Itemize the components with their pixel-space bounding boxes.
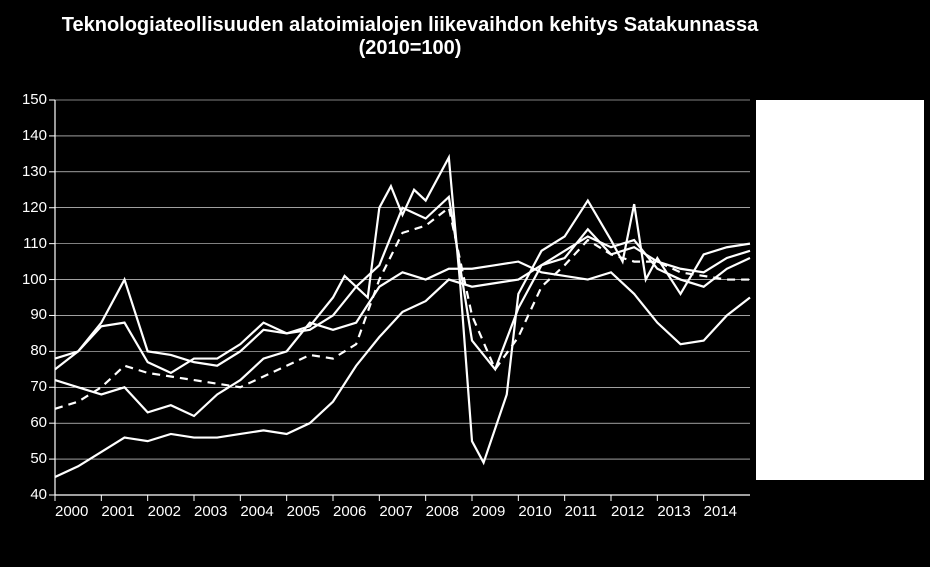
x-tick-label: 2010 — [518, 503, 551, 520]
chart-container: Teknologiateollisuuden alatoimialojen li… — [0, 0, 930, 567]
x-tick-label: 2011 — [565, 503, 597, 520]
y-tick-label: 50 — [30, 450, 47, 467]
x-tick-label: 2009 — [472, 503, 505, 520]
y-tick-label: 100 — [22, 271, 47, 288]
x-tick-label: 2012 — [611, 503, 644, 520]
y-tick-label: 40 — [30, 486, 47, 503]
y-tick-label: 150 — [22, 91, 47, 108]
y-tick-label: 70 — [30, 378, 47, 395]
y-tick-label: 60 — [30, 414, 47, 431]
x-tick-label: 2002 — [148, 503, 181, 520]
y-tick-label: 130 — [22, 163, 47, 180]
y-tick-label: 140 — [22, 127, 47, 144]
plot-area — [0, 0, 930, 567]
y-tick-label: 120 — [22, 199, 47, 216]
x-tick-label: 2005 — [287, 503, 320, 520]
y-tick-label: 110 — [23, 235, 47, 252]
line-series-b — [55, 197, 750, 373]
x-tick-label: 2013 — [657, 503, 690, 520]
x-tick-label: 2006 — [333, 503, 366, 520]
x-tick-label: 2004 — [240, 503, 273, 520]
line-series-a — [55, 157, 750, 462]
y-tick-label: 90 — [30, 306, 47, 323]
x-tick-label: 2003 — [194, 503, 227, 520]
x-tick-label: 2007 — [379, 503, 412, 520]
x-tick-label: 2014 — [704, 503, 737, 520]
x-tick-label: 2008 — [426, 503, 459, 520]
x-tick-label: 2000 — [55, 503, 88, 520]
x-tick-label: 2001 — [101, 503, 134, 520]
line-series-d — [55, 262, 750, 416]
y-tick-label: 80 — [30, 342, 47, 359]
